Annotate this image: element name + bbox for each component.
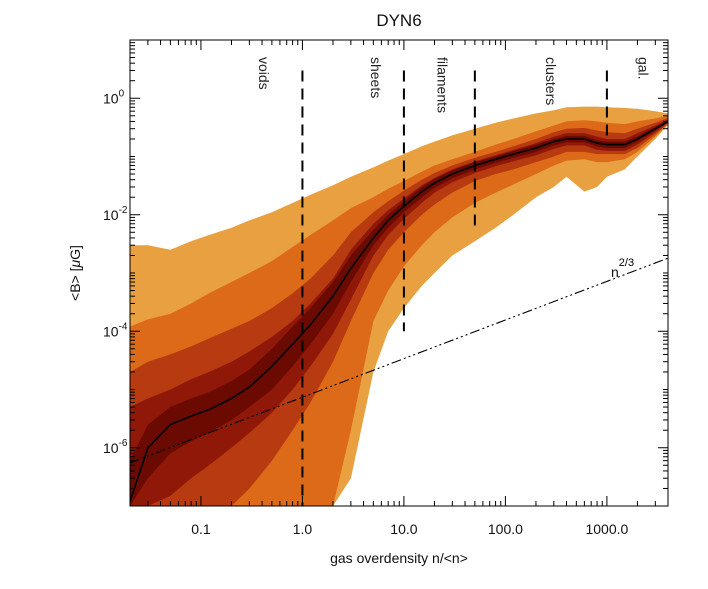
region-label-gal: gal. <box>636 57 652 80</box>
median-line <box>130 120 668 502</box>
y-axis-label-mu: μ <box>67 259 83 268</box>
x-tick-label: 100.0 <box>488 521 523 537</box>
y-axis-label-unit: G] <box>67 245 83 260</box>
region-label-filaments: filaments <box>435 57 451 113</box>
overlay-lines <box>130 70 668 506</box>
x-axis-label: gas overdensity n/<n> <box>330 550 468 566</box>
y-axis-label: <B> [μG] <box>67 245 83 301</box>
x-tick-label: 10.0 <box>390 521 417 537</box>
chart-title: DYN6 <box>376 11 421 30</box>
y-tick-label: 10-4 <box>103 321 128 339</box>
confidence-bands <box>130 106 668 506</box>
reference-label-base: n <box>611 264 619 280</box>
reference-line <box>130 257 668 464</box>
x-tick-labels: 0.1 1.0 10.0 100.0 1000.0 <box>191 521 628 537</box>
y-tick-label: 10-6 <box>103 438 128 456</box>
band-inner <box>130 119 668 506</box>
reference-line-label: n2/3 <box>611 257 634 280</box>
x-tick-label: 1000.0 <box>585 521 628 537</box>
y-tick-label: 10-2 <box>103 205 128 223</box>
x-tick-label: 1.0 <box>293 521 313 537</box>
y-axis-label-main: <B> [ <box>67 267 83 301</box>
x-tick-label: 0.1 <box>191 521 211 537</box>
axis-ticks <box>129 39 669 507</box>
region-label-clusters: clusters <box>543 57 559 105</box>
region-labels: voids sheets filaments clusters gal. <box>256 57 651 113</box>
region-label-voids: voids <box>256 57 272 90</box>
y-tick-label: 100 <box>103 88 125 106</box>
reference-label-exponent: 2/3 <box>619 257 634 269</box>
region-label-sheets: sheets <box>368 57 384 98</box>
y-tick-labels: 10-6 10-4 10-2 100 <box>103 88 128 456</box>
